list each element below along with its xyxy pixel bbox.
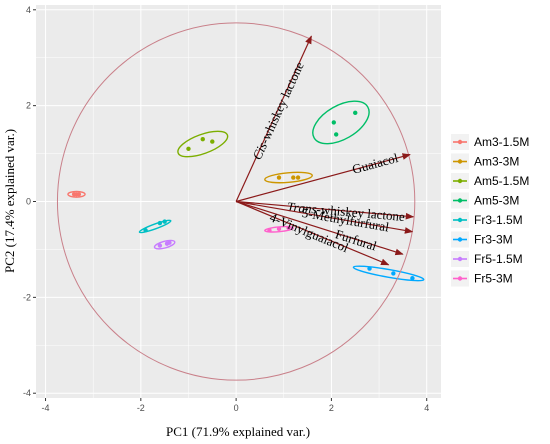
point-Fr3-1.5M [162,219,167,224]
ellipse-Am3-3M [264,171,313,184]
point-Am3-3M [295,175,301,180]
point-Am5-3M [333,132,339,137]
ellipse-Am5-1.5M [177,130,229,158]
loading-arrow-4-Vinylguaiacol [235,200,390,266]
x-tick-label: 4 [424,403,429,413]
ellipse-Am5-3M [312,100,370,145]
axis-ticks: -4 -2 0 2 4 -4 -2 0 2 4 [23,5,429,413]
legend-key-point [457,198,463,203]
point-Fr3-1.5M [143,228,148,233]
point-Am5-3M [331,120,336,125]
legend-key-point [457,217,463,223]
loading-arrow-Guaiacol [235,153,411,203]
y-tick-label: -4 [23,388,31,398]
x-tick-label: 2 [329,403,334,413]
point-Fr5-3M [286,225,291,231]
point-Am5-1.5M [210,139,215,144]
point-Am3-1.5M [76,192,82,197]
legend: Am3-1.5M Am3-3M Am5-1.5M Am5-3M Fr3-1.5M Fr3-… [451,134,529,287]
loading-arrow-Furfural [235,200,404,256]
group-ellipses [67,100,425,282]
legend-label: Am5-3M [474,194,519,208]
ellipse-Am3-1.5M [67,190,86,198]
legend-key-point [457,139,463,145]
legend-label: Fr5-1.5M [474,252,523,266]
legend-key-point [457,178,463,184]
x-axis-label: PC1 (71.9% explained var.) [166,424,310,439]
loading-arrow-Trans-whiskey lactone [236,200,415,220]
point-Fr3-3M [410,275,415,281]
x-tick-label: 0 [234,403,239,413]
legend-label: Fr5-3M [474,272,513,286]
point-Fr3-1.5M [157,220,163,226]
y-tick-label: -2 [23,292,31,302]
correlation-circle [56,22,416,381]
point-Am5-1.5M [186,146,191,151]
legend-label: Am3-3M [474,155,519,169]
loading-label-italic: Cis [249,140,270,162]
point-Am3-3M [276,175,282,180]
y-tick-label: 0 [26,197,31,207]
legend-key-point [457,256,463,262]
x-tick-label: -4 [42,403,50,413]
point-Am5-3M [353,110,358,116]
legend-label: Fr3-3M [474,233,513,247]
legend-label: Fr3-1.5M [474,213,523,227]
loading-label-italic: Trans [286,199,317,216]
point-Fr3-3M [367,266,372,271]
legend-key-point [457,276,463,281]
point-Fr5-3M [267,228,272,233]
point-Fr5-3M [276,226,282,232]
y-axis-label: PC2 (17.4% explained var.) [2,129,17,273]
loading-arrow-Cis-whiskey lactone [235,35,312,202]
legend-label: Am3-1.5M [474,135,529,149]
point-Am3-3M [291,175,296,180]
loading-arrow-5-Methylfurfural [236,200,414,234]
point-Fr5-1.5M [167,240,172,245]
ellipse-Fr3-1.5M [138,219,172,234]
data-points [71,110,415,281]
point-Am5-1.5M [200,136,205,142]
y-tick-label: 2 [26,101,31,111]
ellipse-Fr3-3M [352,265,425,282]
legend-key-point [457,237,463,242]
point-Fr5-1.5M [157,243,163,248]
legend-key-point [457,159,463,164]
y-tick-label: 4 [26,5,31,15]
point-Fr3-3M [391,271,396,276]
ellipse-Fr5-1.5M [153,239,176,250]
x-tick-label: -2 [137,403,145,413]
legend-label: Am5-1.5M [474,174,529,188]
